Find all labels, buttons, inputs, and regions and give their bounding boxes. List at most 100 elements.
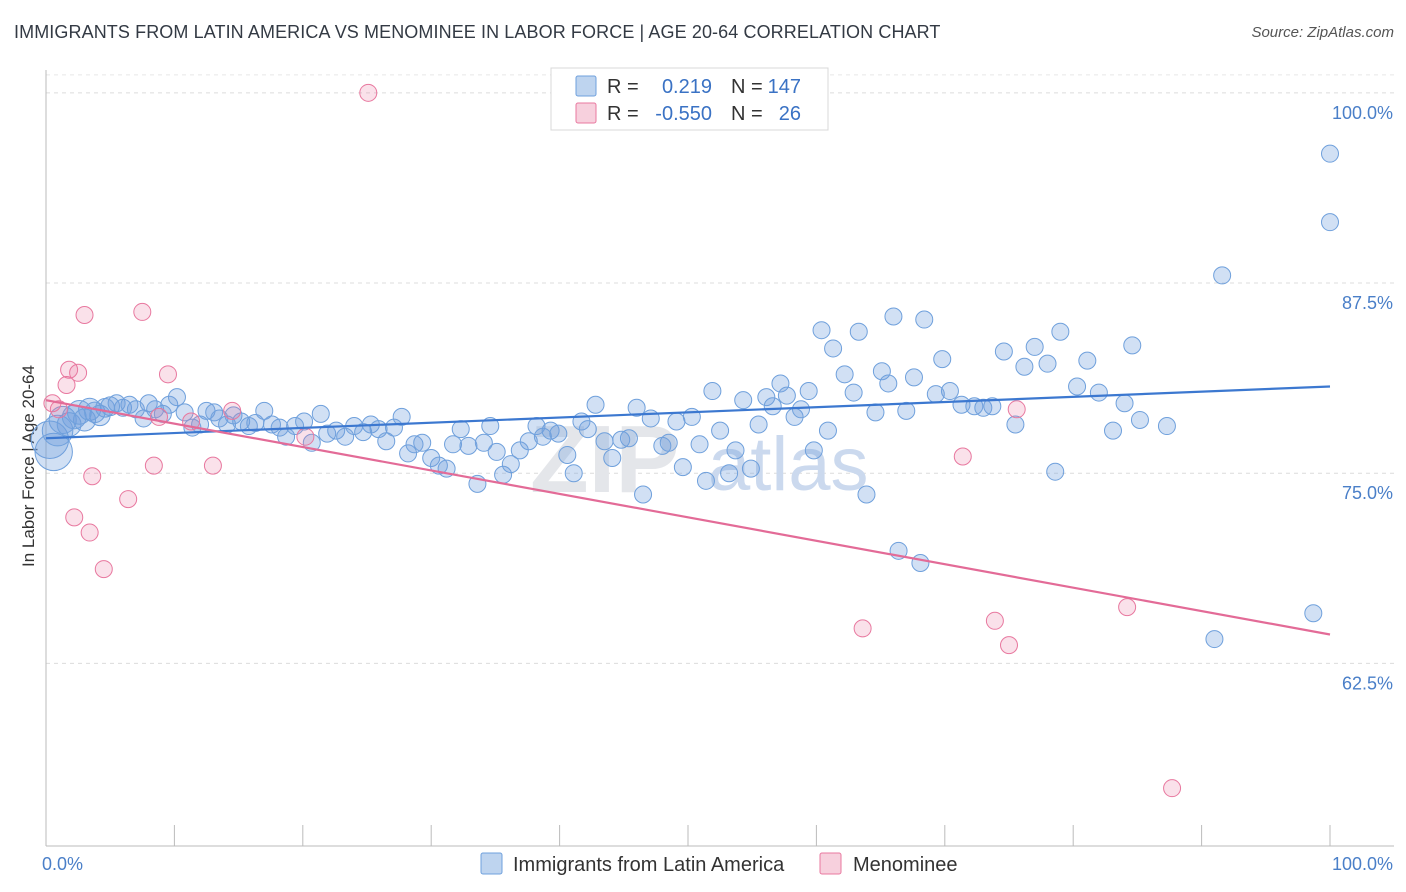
point-immigrants-133 [1025, 337, 1044, 356]
point-immigrants-87 [667, 412, 686, 431]
point-immigrants-58 [444, 435, 463, 454]
y-tick-label-1: 87.5% [1342, 293, 1393, 313]
point-immigrants-139 [1089, 383, 1108, 402]
point-menominee-1 [49, 400, 68, 419]
point-menominee-17 [223, 401, 242, 420]
legend-n-label-immigrants: N = [731, 76, 763, 98]
point-immigrants-46 [354, 423, 373, 442]
legend-swatch-immigrants [575, 75, 597, 97]
point-immigrants-44 [336, 427, 355, 446]
point-immigrants-64 [487, 442, 506, 461]
point-immigrants-113 [857, 485, 876, 504]
point-immigrants-116 [879, 374, 898, 393]
point-immigrants-99 [757, 388, 776, 407]
point-immigrants-21 [160, 395, 179, 414]
point-menominee-10 [119, 490, 138, 509]
series-immigrants-points [30, 144, 1339, 649]
point-menominee-20 [853, 619, 872, 638]
point-immigrants-129 [983, 397, 1002, 416]
point-menominee-21 [953, 447, 972, 466]
point-immigrants-55 [422, 449, 441, 467]
point-immigrants-141 [1115, 394, 1134, 413]
legend-box [550, 67, 829, 131]
point-immigrants-27 [205, 403, 224, 422]
point-immigrants-131 [1006, 415, 1025, 434]
point-immigrants-135 [1046, 462, 1065, 481]
point-immigrants-132 [1015, 357, 1034, 376]
point-immigrants-140 [1104, 421, 1123, 440]
point-immigrants-149 [1321, 213, 1339, 232]
point-immigrants-78 [595, 432, 614, 451]
point-immigrants-107 [812, 321, 831, 340]
point-immigrants-94 [720, 464, 739, 483]
point-immigrants-49 [377, 432, 396, 451]
point-immigrants-119 [897, 401, 916, 420]
watermark: ZIP atlas [530, 406, 869, 513]
point-immigrants-145 [1205, 630, 1224, 649]
point-immigrants-74 [564, 464, 583, 483]
point-menominee-8 [83, 467, 102, 486]
series-menominee-points [43, 83, 1182, 798]
point-immigrants-91 [696, 471, 715, 490]
point-immigrants-83 [634, 485, 653, 504]
point-immigrants-73 [558, 445, 577, 464]
point-immigrants-112 [849, 322, 868, 341]
point-immigrants-59 [451, 420, 470, 439]
point-immigrants-105 [799, 382, 818, 401]
point-immigrants-134 [1038, 354, 1057, 373]
point-menominee-2 [57, 375, 76, 394]
trend-line-immigrants [45, 385, 1331, 440]
point-menominee-12 [144, 456, 163, 475]
point-immigrants-114 [866, 403, 885, 422]
point-immigrants-51 [392, 407, 411, 426]
watermark-atlas: atlas [708, 422, 869, 507]
x-tick-labels: 0.0% 100.0% [42, 854, 1393, 874]
point-immigrants-86 [659, 433, 678, 452]
legend-r-label-menominee: R = [607, 103, 639, 125]
point-immigrants-128 [974, 398, 993, 417]
point-immigrants-122 [915, 310, 934, 329]
x-tick-label-1: 100.0% [1332, 854, 1393, 874]
point-immigrants-146 [1213, 266, 1232, 285]
point-immigrants-53 [405, 435, 424, 454]
point-immigrants-138 [1078, 351, 1097, 370]
point-immigrants-108 [818, 421, 837, 440]
point-menominee-11 [133, 302, 152, 321]
point-immigrants-80 [612, 430, 631, 449]
point-menominee-22 [985, 611, 1004, 630]
series-legend: Immigrants from Latin America Menominee [480, 852, 958, 876]
legend-n-value-immigrants: 147 [768, 76, 801, 98]
point-immigrants-84 [641, 409, 660, 428]
point-menominee-6 [75, 305, 94, 324]
point-menominee-23 [1000, 636, 1018, 655]
point-immigrants-98 [749, 415, 768, 434]
legend-r-label-immigrants: R = [607, 76, 639, 98]
point-menominee-26 [1163, 779, 1182, 798]
point-menominee-19 [359, 83, 378, 102]
y-tick-label-3: 62.5% [1342, 673, 1393, 693]
point-immigrants-23 [175, 403, 194, 422]
point-immigrants-97 [741, 459, 760, 478]
point-immigrants-76 [578, 420, 597, 439]
series-legend-label-immigrants: Immigrants from Latin America [513, 854, 785, 876]
y-tick-label-0: 100.0% [1332, 103, 1393, 123]
point-menominee-14 [158, 365, 177, 384]
point-immigrants-106 [804, 441, 823, 460]
point-immigrants-110 [835, 365, 854, 384]
point-immigrants-109 [824, 339, 843, 358]
correlation-legend: R = 0.219 N = 147 R = -0.550 N = 26 [550, 67, 829, 131]
point-immigrants-81 [619, 429, 638, 448]
point-immigrants-77 [586, 395, 605, 414]
point-immigrants-111 [844, 383, 863, 402]
point-immigrants-136 [1051, 322, 1070, 341]
point-immigrants-79 [603, 449, 622, 467]
point-immigrants-88 [673, 458, 692, 477]
point-menominee-24 [1007, 400, 1026, 419]
point-immigrants-93 [711, 421, 730, 440]
legend-swatch-menominee [575, 102, 597, 124]
point-immigrants-54 [413, 433, 432, 452]
point-immigrants-148 [1321, 144, 1339, 163]
trend-lines [45, 385, 1331, 636]
point-menominee-25 [1118, 598, 1137, 617]
